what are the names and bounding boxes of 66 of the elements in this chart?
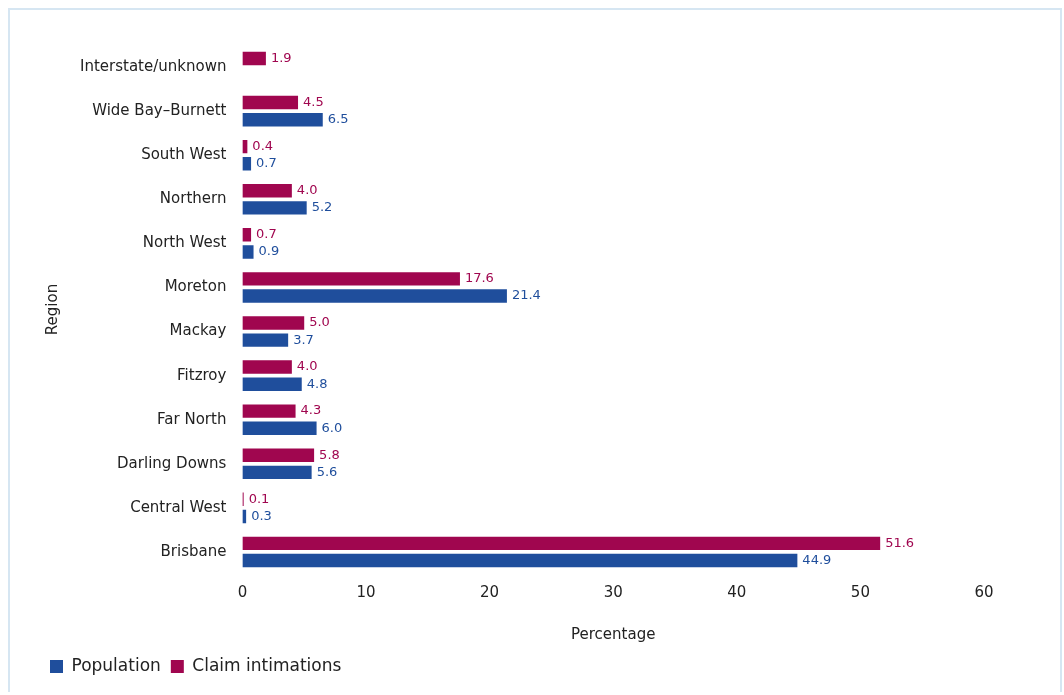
bar [242,201,307,215]
bar [242,377,302,391]
data-label: 5.8 [319,446,340,462]
data-label: 4.5 [303,93,324,109]
y-tick-label: Wide Bay–Burnett [92,101,227,120]
legend-label: Population [71,654,161,675]
data-label: 4.0 [296,182,318,198]
y-tick-label: South West [141,145,227,164]
x-tick-label: 20 [480,582,500,601]
x-tick-label: 30 [603,582,623,601]
x-tick-label: 50 [850,582,870,601]
bar [242,316,305,330]
data-label: 4.8 [306,375,328,391]
bar [242,289,507,303]
y-tick-label: North West [142,233,227,252]
data-label: 0.7 [256,155,277,171]
bar [242,360,292,374]
data-label: 6.5 [327,111,349,127]
bar [242,536,881,551]
data-label: 17.6 [464,270,494,286]
y-tick-label: Darling Downs [117,453,227,472]
legend-label: Claim intimations [192,654,342,675]
data-label: 5.2 [311,199,333,215]
y-tick-label: Fitzroy [177,365,227,384]
y-tick-label: Mackay [169,321,227,340]
bar [242,465,312,480]
data-label: 21.4 [511,287,541,303]
bar [242,421,317,436]
y-tick-label: Brisbane [160,541,227,560]
bar [242,333,289,347]
x-axis-title: Percentage [571,624,656,643]
data-label: 5.6 [316,463,338,479]
bar [242,183,292,198]
data-label: 1.9 [270,49,292,65]
bar [242,157,252,171]
x-tick-label: 0 [237,582,248,601]
data-label: 5.0 [309,314,330,330]
bar [242,51,266,66]
bar [242,553,798,568]
y-axis-title: Region [42,283,61,336]
bar [242,272,460,286]
bar [242,95,299,110]
y-tick-label: Central West [130,497,227,516]
data-label: 4.0 [296,358,318,374]
data-label: 0.3 [251,507,272,523]
bar [242,404,296,418]
data-label: 0.1 [248,490,270,506]
bar [242,228,252,242]
data-label: 51.6 [885,534,915,550]
y-tick-label: Northern [159,189,227,208]
data-label: 4.3 [300,402,322,418]
data-label: 0.4 [252,137,274,153]
bar [242,245,254,259]
bar [242,113,323,127]
y-tick-label: Interstate/unknown [80,56,227,75]
data-label: 3.7 [293,331,314,347]
data-label: 44.9 [802,551,832,567]
y-tick-label: Far North [157,409,227,428]
x-tick-label: 10 [356,582,376,601]
bar [242,448,315,462]
data-label: 0.7 [256,226,277,242]
data-label: 0.9 [258,243,280,259]
y-tick-label: Moreton [164,277,227,296]
x-tick-label: 60 [974,582,994,601]
x-tick-label: 40 [727,582,747,601]
data-label: 6.0 [321,419,343,435]
